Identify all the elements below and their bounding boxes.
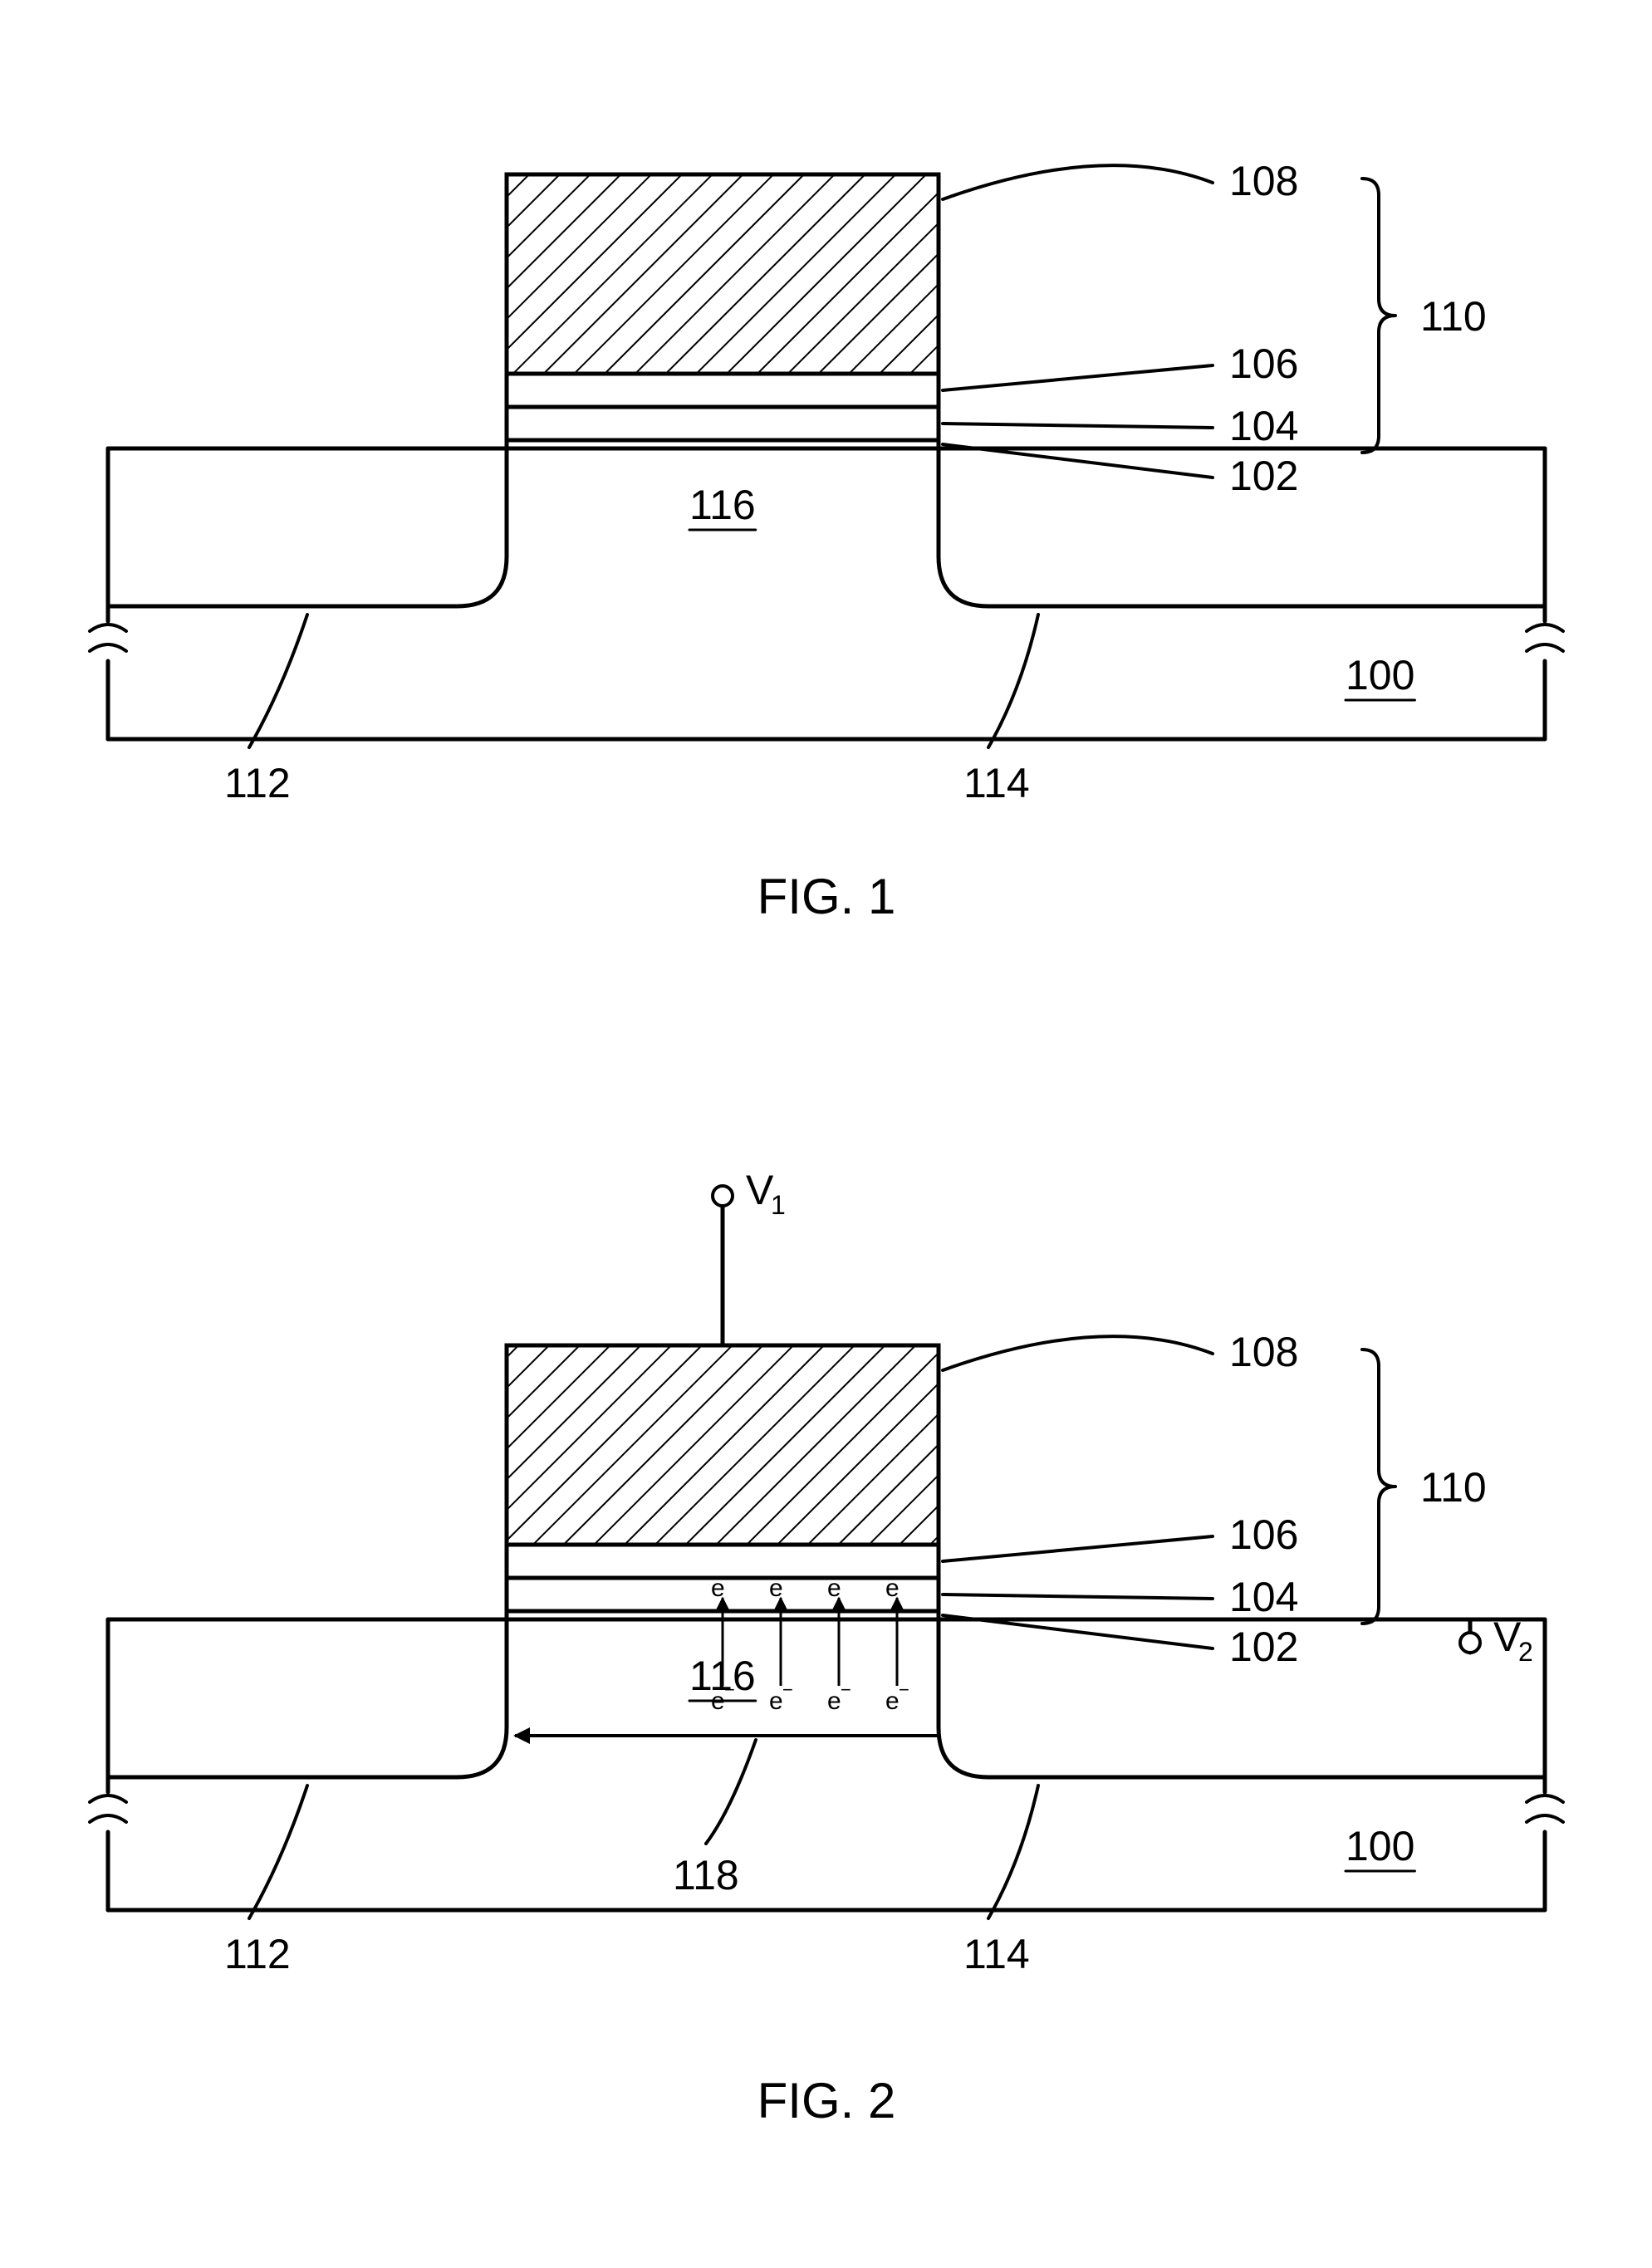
electron-sup: − bbox=[724, 1679, 735, 1700]
layer-106 bbox=[507, 374, 939, 407]
electron-label-top: e bbox=[827, 1575, 841, 1602]
label-114: 114 bbox=[963, 1931, 1030, 1977]
label-110: 110 bbox=[1420, 293, 1487, 340]
layer-104 bbox=[507, 407, 939, 440]
label-100: 100 bbox=[1346, 1823, 1414, 1869]
label-106: 106 bbox=[1229, 340, 1298, 387]
electron-sup: − bbox=[841, 1679, 851, 1700]
label-114: 114 bbox=[963, 760, 1030, 806]
source-well bbox=[108, 1619, 507, 1777]
electron-label-top: e bbox=[769, 1575, 783, 1602]
label-108: 108 bbox=[1229, 158, 1298, 204]
label-v2-sub: 2 bbox=[1518, 1637, 1533, 1667]
label-100: 100 bbox=[1346, 652, 1414, 698]
electron-sup-top: − bbox=[782, 1566, 793, 1587]
electron-label-top: e bbox=[885, 1575, 900, 1602]
layer-108 bbox=[507, 174, 939, 374]
electron-label: e bbox=[827, 1688, 841, 1715]
v2-terminal bbox=[1460, 1633, 1480, 1653]
caption-fig1: FIG. 1 bbox=[757, 869, 896, 924]
figure-2: 108106104102110116100112114V1V2118e−e−e−… bbox=[90, 1167, 1563, 2128]
caption-fig2: FIG. 2 bbox=[757, 2073, 896, 2128]
electron-sup-top: − bbox=[724, 1566, 735, 1587]
label-102: 102 bbox=[1229, 1624, 1298, 1670]
electron-sup: − bbox=[899, 1679, 909, 1700]
electron-sup: − bbox=[782, 1679, 793, 1700]
label-110: 110 bbox=[1420, 1464, 1487, 1511]
electron-label-top: e bbox=[711, 1575, 725, 1602]
layer-108 bbox=[507, 1345, 939, 1545]
label-106: 106 bbox=[1229, 1511, 1298, 1558]
electron-label: e bbox=[885, 1688, 900, 1715]
label-104: 104 bbox=[1229, 1574, 1298, 1620]
label-112: 112 bbox=[224, 1931, 291, 1977]
label-v1: V bbox=[746, 1167, 774, 1213]
label-116: 116 bbox=[689, 482, 756, 528]
label-102: 102 bbox=[1229, 453, 1298, 499]
layer-102 bbox=[507, 440, 939, 448]
layer-106 bbox=[507, 1545, 939, 1578]
label-118: 118 bbox=[673, 1852, 739, 1898]
v1-terminal bbox=[713, 1186, 733, 1206]
label-v2: V bbox=[1493, 1614, 1522, 1660]
label-v1-sub: 1 bbox=[771, 1190, 786, 1220]
source-well bbox=[108, 448, 507, 606]
label-104: 104 bbox=[1229, 403, 1298, 449]
electron-sup-top: − bbox=[841, 1566, 851, 1587]
electron-label: e bbox=[711, 1688, 725, 1715]
figure-1: 108 106 104102 110 116 100 112 114 FIG. 1 bbox=[90, 158, 1563, 924]
label-108: 108 bbox=[1229, 1329, 1298, 1375]
label-112: 112 bbox=[224, 760, 291, 806]
electron-label: e bbox=[769, 1688, 783, 1715]
electron-sup-top: − bbox=[899, 1566, 909, 1587]
